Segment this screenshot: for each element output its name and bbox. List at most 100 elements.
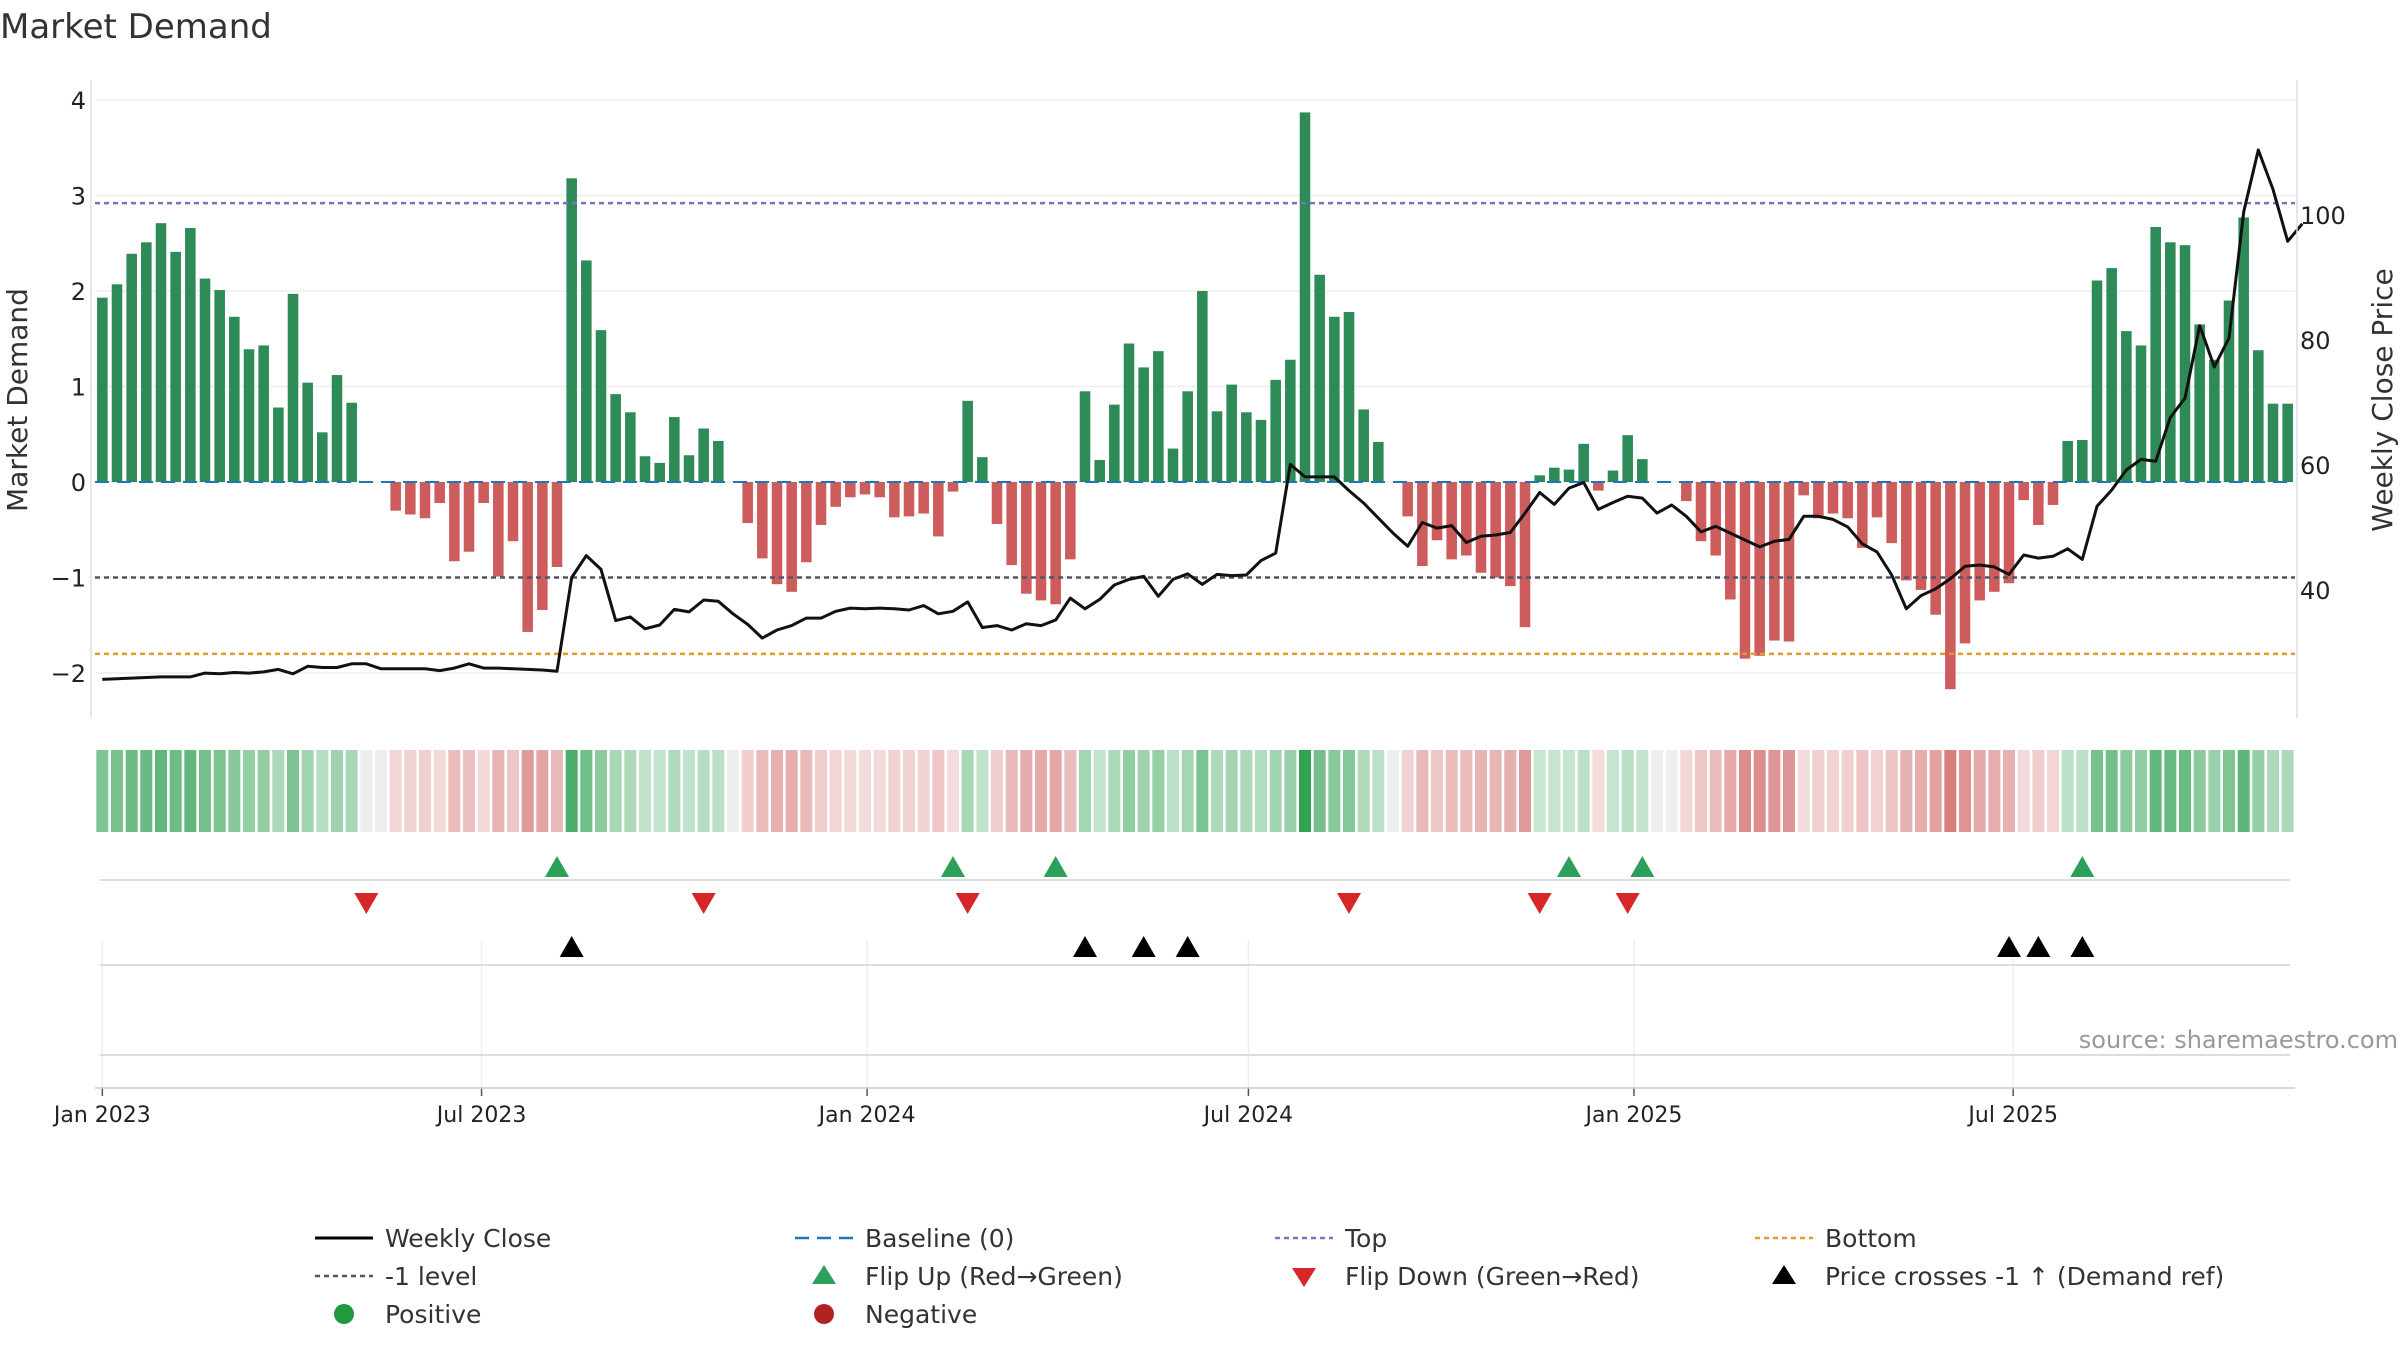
negative-bar: [2018, 482, 2029, 501]
heat-strip: [96, 750, 2294, 832]
heat-cell: [448, 750, 461, 832]
heat-cell: [1108, 750, 1121, 832]
x-tick-label: Jan 2024: [817, 1103, 916, 1128]
flip-down-marker: [1337, 893, 1361, 914]
negative-bar: [522, 482, 533, 632]
legend-item: Flip Down (Green→Red): [1292, 1262, 1640, 1291]
heat-cell: [184, 750, 197, 832]
negative-bar: [1739, 482, 1751, 659]
legend-label: Flip Up (Red→Green): [865, 1262, 1123, 1291]
positive-bar: [2223, 300, 2235, 482]
heat-cell: [2046, 750, 2060, 832]
positive-bar: [170, 251, 181, 482]
heat-cell: [1240, 750, 1253, 832]
heat-cell: [1797, 750, 1810, 832]
positive-bar: [2194, 324, 2205, 482]
heat-cell: [990, 750, 1004, 832]
heat-cell: [2134, 750, 2148, 832]
heat-cell: [1166, 750, 1180, 832]
positive-bar: [1534, 475, 1545, 482]
y2-tick-label: 60: [2300, 452, 2331, 480]
negative-bar: [903, 482, 915, 517]
heat-cell: [198, 750, 212, 832]
x-tick-label: Jul 2024: [1202, 1103, 1294, 1128]
negative-bar: [1475, 482, 1487, 573]
negative-bar: [874, 482, 885, 498]
y-tick-label: 4: [71, 87, 86, 115]
positive-bar: [1285, 359, 1296, 482]
heat-cell: [2164, 750, 2177, 832]
heat-cell: [2266, 750, 2280, 832]
negative-bar: [405, 482, 416, 515]
legend-label: Bottom: [1825, 1224, 1917, 1253]
heat-cell: [1078, 750, 1092, 832]
negative-bar: [845, 482, 856, 498]
legend-label: Flip Down (Green→Red): [1345, 1262, 1640, 1291]
flip-down-marker: [354, 893, 379, 914]
price-cross-marker: [1997, 936, 2021, 957]
heat-cell: [404, 750, 417, 832]
negative-bar: [801, 482, 812, 563]
legend-swatch: [334, 1304, 354, 1324]
legend-item: Top: [1275, 1224, 1387, 1253]
positive-bar: [258, 345, 269, 482]
heat-cell: [1885, 750, 1898, 832]
positive-bar: [566, 178, 577, 482]
positive-bar: [2121, 331, 2132, 482]
heat-cell: [1782, 750, 1796, 832]
flip-down-marker: [691, 893, 716, 914]
negative-bar: [1021, 482, 1032, 594]
negative-bar: [1431, 482, 1443, 541]
heat-cell: [550, 750, 564, 832]
heat-cell: [2120, 750, 2133, 832]
heat-cell: [697, 750, 710, 832]
chart-title: Market Demand: [0, 7, 272, 47]
demand-bars: [97, 112, 2293, 690]
positive-bar: [1637, 459, 1648, 482]
negative-bar: [2003, 482, 2015, 584]
legend-swatch: [814, 1304, 834, 1324]
heat-cell: [1196, 750, 1209, 832]
heat-cell: [1152, 750, 1165, 832]
flip-up-marker: [1630, 856, 1655, 877]
y-tick-label: −1: [51, 565, 86, 593]
heat-cell: [1005, 750, 1018, 832]
heat-cell: [1181, 750, 1194, 832]
positive-bar: [126, 253, 137, 482]
heat-cell: [272, 750, 285, 832]
y2-tick-label: 80: [2300, 327, 2331, 355]
heat-cell: [1034, 750, 1048, 832]
positive-bar: [2282, 403, 2293, 482]
heat-cell: [1577, 750, 1590, 832]
legend-item: -1 level: [315, 1262, 477, 1291]
heat-cell: [286, 750, 300, 832]
positive-bar: [2165, 242, 2176, 482]
heat-cell: [653, 750, 666, 832]
heat-cell: [1210, 750, 1224, 832]
negative-bar: [390, 482, 401, 511]
negative-bar: [786, 482, 797, 592]
negative-bar: [1695, 482, 1707, 542]
heat-cell: [800, 750, 813, 832]
heat-cell: [2090, 750, 2104, 832]
heat-cell: [756, 750, 769, 832]
negative-bar: [1901, 482, 1912, 581]
positive-bar: [2135, 345, 2147, 482]
negative-bar: [757, 482, 768, 559]
positive-bar: [243, 349, 255, 482]
heat-cell: [565, 750, 578, 832]
x-tick-label: Jan 2025: [1583, 1103, 1682, 1128]
negative-bar: [1769, 482, 1780, 641]
heat-cell: [1606, 750, 1620, 832]
negative-bar: [1842, 482, 1853, 519]
heat-cell: [1401, 750, 1414, 832]
negative-bar: [859, 482, 871, 495]
heat-cell: [96, 750, 109, 832]
heat-cell: [1724, 750, 1737, 832]
positive-bar: [639, 456, 651, 482]
legend-item: Baseline (0): [795, 1224, 1014, 1253]
heat-cell: [418, 750, 432, 832]
heat-cell: [228, 750, 241, 832]
price-cross-marker: [1073, 936, 1097, 957]
